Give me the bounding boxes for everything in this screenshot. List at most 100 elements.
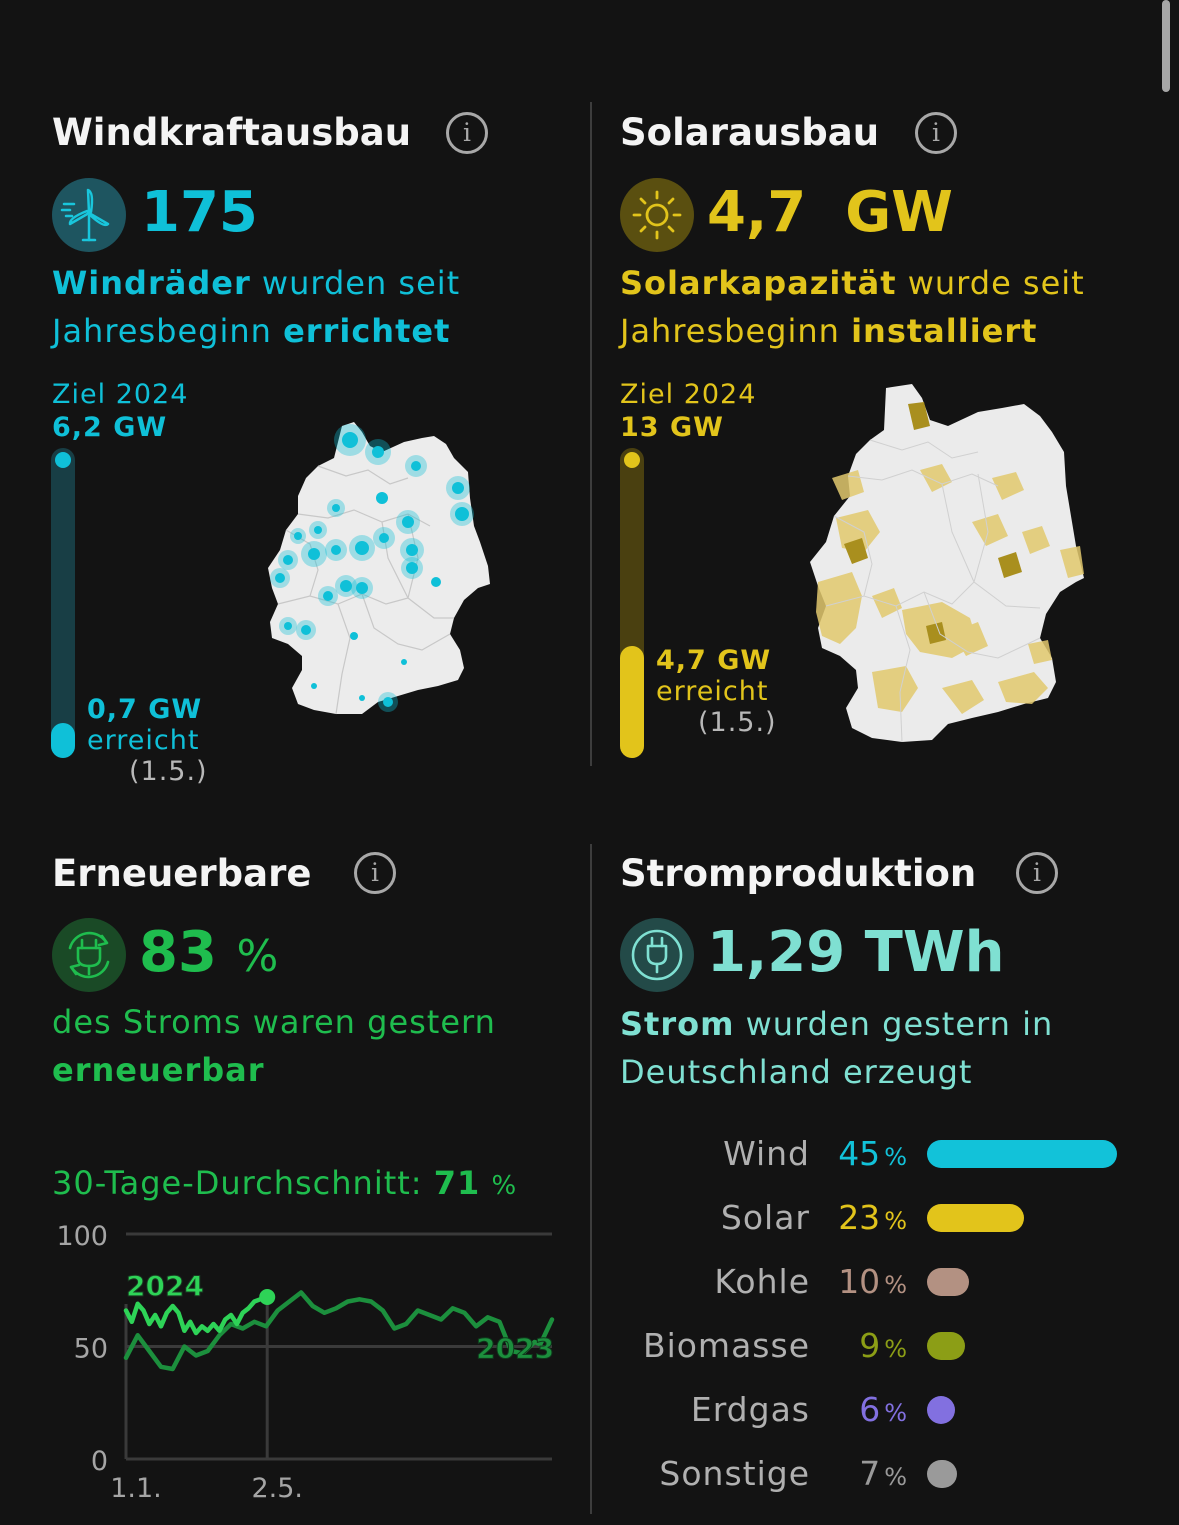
- scrollbar[interactable]: [1162, 0, 1170, 92]
- column-divider-top: [590, 102, 592, 766]
- source-label: Wind: [723, 1134, 810, 1173]
- power-production: 1,29 TWh: [707, 920, 1005, 985]
- source-row-erdgas: Erdgas 6%: [620, 1390, 1140, 1430]
- source-label: Sonstige: [659, 1454, 810, 1493]
- wind-goal: Ziel 2024 6,2 GW: [52, 378, 188, 444]
- power-title: Stromproduktion: [620, 852, 977, 895]
- solar-desc-text: wurde seit: [896, 264, 1085, 302]
- average-unit: %: [491, 1171, 518, 1201]
- source-share-unit: %: [884, 1463, 907, 1491]
- wind-turbine-icon: [52, 178, 126, 252]
- wind-reached-value: 0,7 GW: [87, 694, 203, 725]
- power-desc-bold: Strom: [620, 1005, 735, 1043]
- series-line-2024: [123, 1294, 270, 1336]
- solar-germany-map: [810, 384, 1084, 743]
- source-share: 6%: [859, 1390, 907, 1429]
- info-icon[interactable]: i: [446, 112, 488, 154]
- solar-goal-value: 13 GW: [620, 412, 724, 443]
- source-row-kohle: Kohle 10%: [620, 1262, 1140, 1302]
- source-share-unit: %: [884, 1271, 907, 1299]
- solar-progress-fill: [620, 646, 644, 758]
- source-share-value: 6: [859, 1390, 881, 1429]
- source-share-unit: %: [884, 1399, 907, 1427]
- info-icon[interactable]: i: [354, 852, 396, 894]
- wind-progress-fill: [51, 723, 75, 758]
- source-share: 9%: [859, 1326, 907, 1365]
- series-label-2024: 2024: [126, 1270, 204, 1303]
- source-share-value: 7: [859, 1454, 881, 1493]
- wind-germany-map: [268, 422, 490, 715]
- solar-reached-value: 4,7 GW: [656, 645, 772, 676]
- source-label: Erdgas: [690, 1390, 810, 1429]
- renewables-title: Erneuerbare: [52, 852, 312, 895]
- recycle-plug-icon: [52, 918, 126, 992]
- source-bar: [927, 1268, 969, 1296]
- renewables-desc-bold: erneuerbar: [52, 1051, 265, 1089]
- source-share-value: 10: [838, 1262, 881, 1301]
- solar-desc-bold: Solarkapazität: [620, 264, 897, 302]
- wind-desc-bold2: errichtet: [283, 312, 451, 350]
- series-label-2023: 2023: [476, 1332, 554, 1365]
- wind-farm-markers: [270, 424, 474, 712]
- solar-reached-date: (1.5.): [698, 707, 777, 738]
- renewables-desc-text: des Stroms waren gestern: [52, 1003, 496, 1041]
- wind-desc-text2: Jahresbeginn: [52, 312, 284, 350]
- source-share-unit: %: [884, 1207, 907, 1235]
- renewables-share-unit: %: [236, 931, 279, 982]
- source-row-biomasse: Biomasse 9%: [620, 1326, 1140, 1366]
- solar-goal-marker: [624, 452, 640, 468]
- solar-reached: 4,7 GW erreicht (1.5.): [656, 645, 777, 738]
- wind-title: Windkraftausbau: [52, 111, 412, 154]
- source-bar: [927, 1396, 955, 1424]
- column-divider-bottom: [590, 844, 592, 1514]
- source-share: 10%: [838, 1262, 907, 1301]
- info-icon[interactable]: i: [1016, 852, 1058, 894]
- renewables-share: 83 %: [139, 920, 278, 985]
- renewables-share-value: 83: [139, 920, 217, 985]
- series-line-2023: [123, 1290, 555, 1372]
- x-tick-label: 1.1.: [110, 1473, 162, 1504]
- sun-icon: [620, 178, 694, 252]
- source-label: Kohle: [714, 1262, 810, 1301]
- solar-goal-label: Ziel 2024: [620, 379, 757, 410]
- wind-reached: 0,7 GW erreicht (1.5.): [87, 694, 208, 787]
- source-share: 23%: [838, 1198, 907, 1237]
- power-description: Strom wurden gestern in Deutschland erze…: [620, 1000, 1053, 1096]
- solar-goal: Ziel 2024 13 GW: [620, 378, 756, 444]
- source-row-solar: Solar 23%: [620, 1198, 1140, 1238]
- renewables-description: des Stroms waren gestern erneuerbar: [52, 998, 496, 1094]
- wind-desc-bold: Windräder: [52, 264, 251, 302]
- power-desc-text2: Deutschland erzeugt: [620, 1053, 973, 1091]
- source-row-wind: Wind 45%: [620, 1134, 1140, 1174]
- source-bar: [927, 1460, 957, 1488]
- solar-title: Solarausbau: [620, 111, 880, 154]
- wind-desc-text: wurden seit: [250, 264, 461, 302]
- wind-goal-label: Ziel 2024: [52, 379, 189, 410]
- wind-description: Windräder wurden seit Jahresbeginn erric…: [52, 259, 460, 355]
- source-label: Solar: [720, 1198, 810, 1237]
- info-icon[interactable]: i: [915, 112, 957, 154]
- solar-reached-label: erreicht: [656, 676, 769, 707]
- wind-reached-date: (1.5.): [129, 756, 208, 787]
- y-tick-label: 50: [74, 1334, 108, 1365]
- solar-capacity: 4,7 GW: [707, 180, 953, 245]
- source-share-unit: %: [884, 1335, 907, 1363]
- power-desc-text: wurden gestern in: [734, 1005, 1054, 1043]
- wind-count: 175: [141, 180, 258, 245]
- source-share-unit: %: [884, 1143, 907, 1171]
- wind-progress-track: [51, 448, 75, 758]
- x-tick-label: 2.5.: [251, 1473, 303, 1504]
- renewables-line-chart: 100 50 01.1. 2.5. 2024 2023: [56, 1221, 555, 1504]
- source-row-sonstige: Sonstige 7%: [620, 1454, 1140, 1494]
- solar-desc-text2: Jahresbeginn: [620, 312, 852, 350]
- average-value: 71: [433, 1164, 481, 1202]
- average-label: 30-Tage-Durchschnitt:: [52, 1164, 434, 1202]
- source-share: 7%: [859, 1454, 907, 1493]
- source-share-value: 45: [838, 1134, 881, 1173]
- source-bar: [927, 1332, 965, 1360]
- thirty-day-average: 30-Tage-Durchschnitt: 71 %: [52, 1164, 517, 1202]
- wind-reached-label: erreicht: [87, 725, 200, 756]
- source-share: 45%: [838, 1134, 907, 1173]
- source-bar: [927, 1140, 1117, 1168]
- y-tick-label: 0: [91, 1446, 108, 1477]
